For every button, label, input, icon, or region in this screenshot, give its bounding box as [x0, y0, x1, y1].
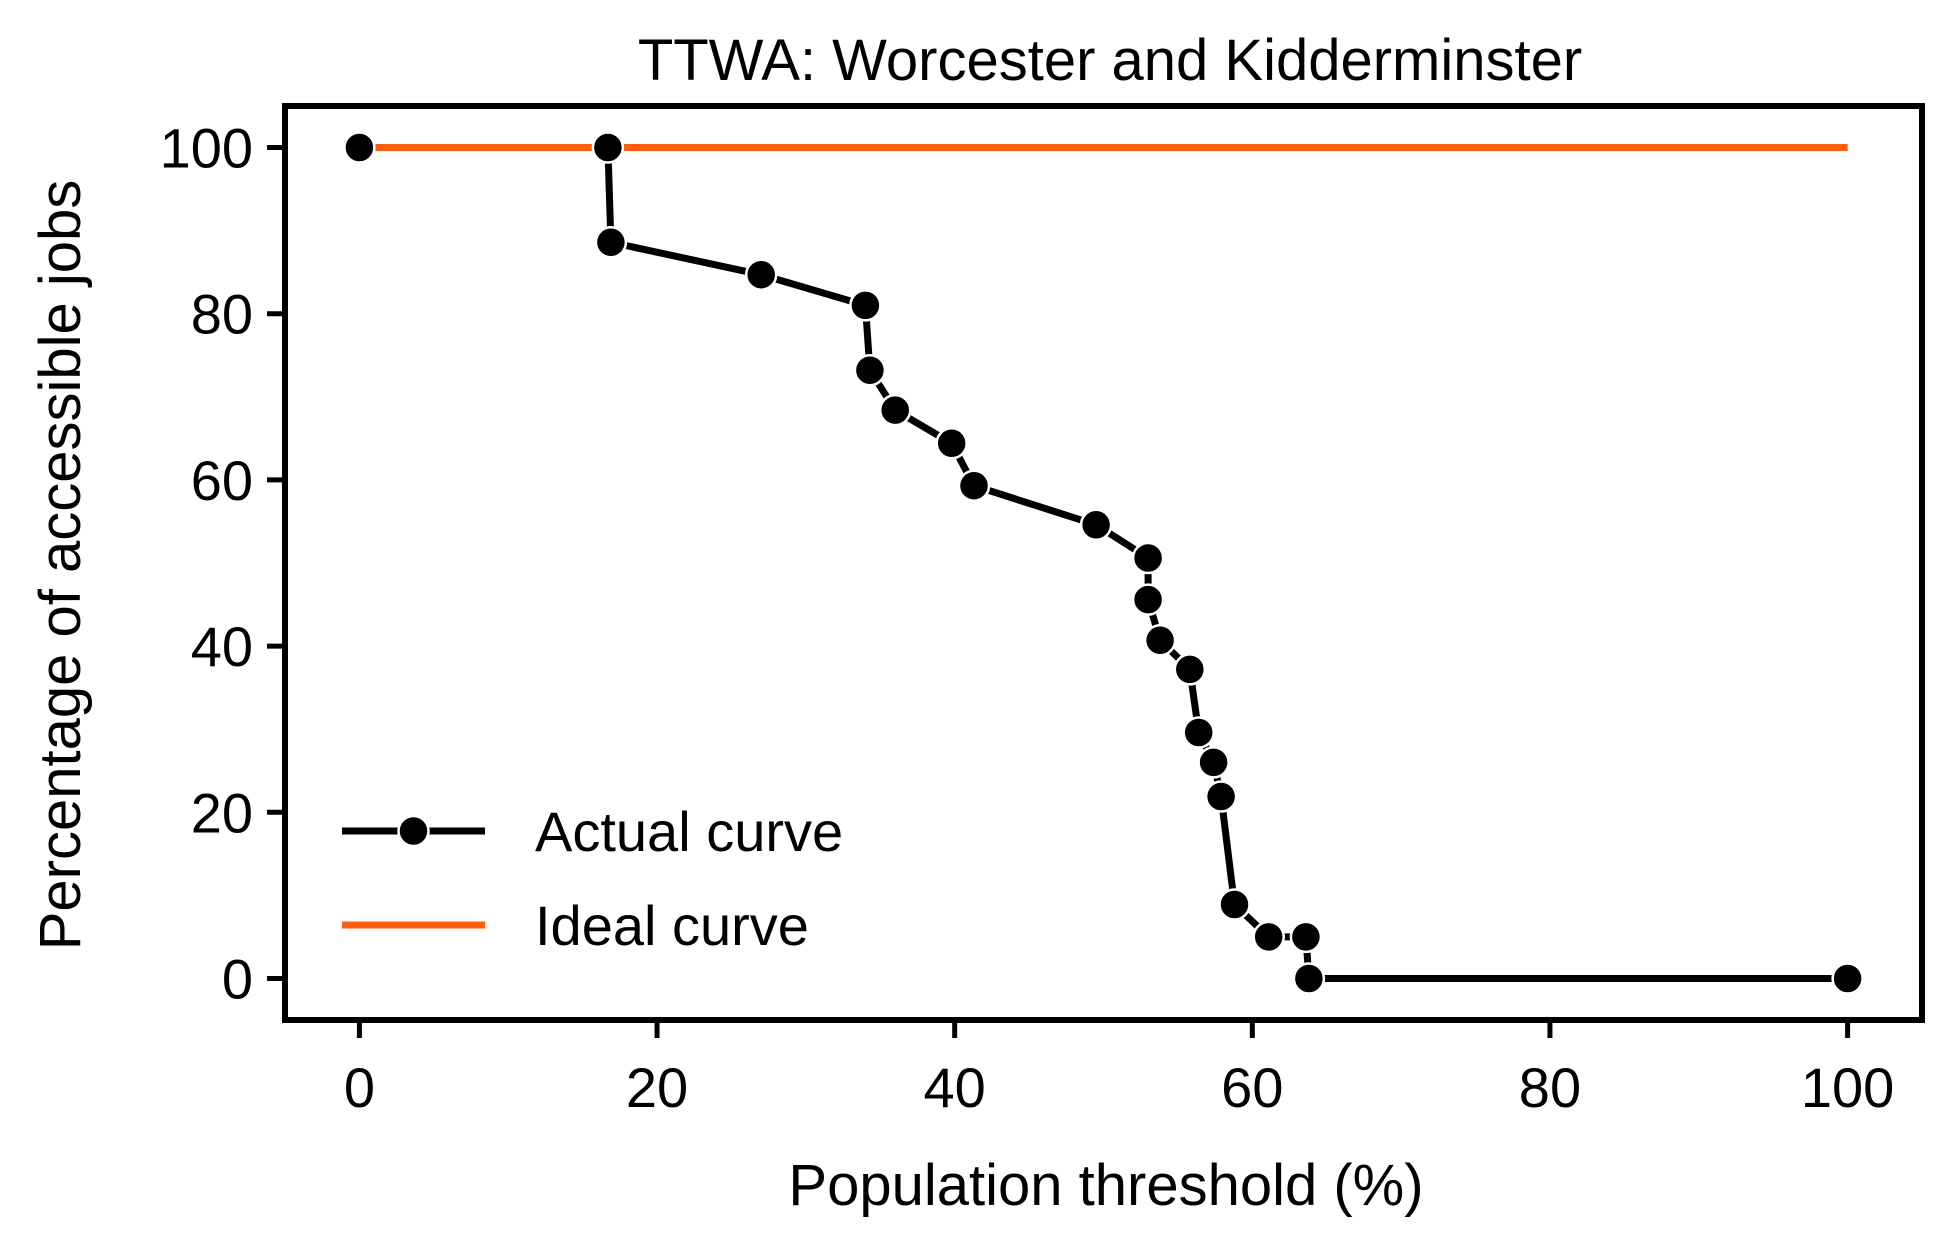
- x-axis: 0 20 40 60 80 100: [344, 1020, 1894, 1119]
- data-point: [878, 393, 912, 427]
- y-axis-label: Percentage of accessible jobs: [28, 180, 93, 951]
- data-point: [853, 353, 887, 387]
- legend-item-actual-curve: Actual curve: [342, 800, 843, 863]
- chart-title: TTWA: Worcester and Kidderminster: [638, 28, 1582, 93]
- data-point: [1831, 962, 1864, 995]
- data-point: [594, 226, 628, 259]
- y-tick-label: 100: [160, 117, 253, 180]
- data-point: [1197, 746, 1230, 779]
- x-tick-label: 100: [1801, 1056, 1894, 1119]
- legend-label: Ideal curve: [535, 894, 809, 957]
- data-point: [1204, 780, 1238, 813]
- y-tick-label: 80: [191, 283, 253, 346]
- x-axis-label: Population threshold (%): [788, 1153, 1423, 1218]
- legend-marker: [397, 814, 430, 848]
- y-tick-label: 40: [191, 615, 253, 678]
- legend-item-ideal-curve: Ideal curve: [342, 894, 809, 957]
- y-tick-label: 60: [191, 449, 253, 512]
- data-point: [1182, 716, 1215, 749]
- data-point: [1173, 653, 1207, 686]
- legend: Actual curve Ideal curve: [342, 800, 843, 957]
- x-tick-label: 20: [626, 1056, 688, 1119]
- data-point: [343, 131, 376, 164]
- data-point: [1218, 888, 1251, 921]
- plot-frame: [282, 103, 1925, 1023]
- legend-label: Actual curve: [535, 800, 843, 863]
- y-axis: 0 20 40 60 80 100: [160, 117, 285, 1010]
- data-point: [935, 427, 968, 460]
- plot-area: [282, 103, 1925, 1023]
- x-tick-label: 60: [1221, 1056, 1283, 1119]
- x-tick-label: 0: [344, 1056, 375, 1119]
- data-point: [1131, 583, 1165, 616]
- data-point: [1292, 962, 1326, 995]
- data-point: [591, 131, 625, 164]
- data-point: [744, 258, 778, 291]
- data-point: [1289, 920, 1323, 954]
- x-tick-label: 80: [1519, 1056, 1581, 1119]
- data-point: [1079, 508, 1113, 542]
- y-tick-label: 20: [191, 781, 253, 844]
- data-point: [849, 289, 882, 322]
- data-point: [1131, 541, 1165, 575]
- y-tick-label: 0: [222, 947, 253, 1010]
- x-tick-label: 40: [924, 1056, 986, 1119]
- data-point: [957, 469, 991, 502]
- series-line-actual-curve: [355, 144, 1852, 982]
- data-point: [1252, 920, 1285, 954]
- data-point: [1143, 624, 1177, 657]
